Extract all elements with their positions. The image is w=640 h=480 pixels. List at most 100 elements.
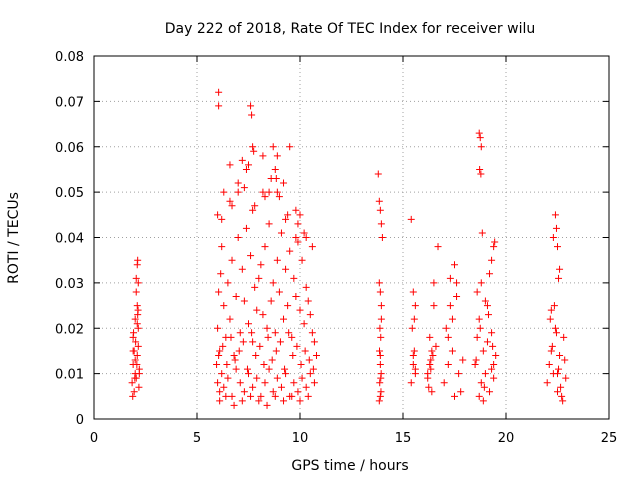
data-point xyxy=(261,379,268,386)
data-point xyxy=(476,166,483,173)
y-tick-label: 0 xyxy=(76,413,84,428)
data-point xyxy=(428,347,435,354)
data-point xyxy=(218,216,225,223)
data-point xyxy=(266,366,273,373)
data-point xyxy=(490,243,497,250)
data-point xyxy=(459,357,466,364)
data-point xyxy=(215,102,222,109)
data-point xyxy=(445,361,452,368)
data-point xyxy=(377,334,384,341)
data-point xyxy=(270,143,277,150)
data-point xyxy=(447,275,454,282)
data-point xyxy=(472,361,479,368)
data-point xyxy=(299,257,306,264)
data-point xyxy=(376,347,383,354)
data-point xyxy=(284,302,291,309)
data-point xyxy=(292,207,299,214)
data-point xyxy=(441,379,448,386)
data-point xyxy=(485,311,492,318)
data-point xyxy=(377,352,384,359)
data-point xyxy=(259,311,266,318)
data-point xyxy=(261,243,268,250)
data-point xyxy=(377,393,384,400)
data-point xyxy=(248,111,255,118)
data-point xyxy=(426,361,433,368)
data-point xyxy=(130,329,137,336)
data-point xyxy=(237,379,244,386)
data-point xyxy=(297,211,304,218)
data-point xyxy=(451,261,458,268)
data-point xyxy=(313,352,320,359)
data-point xyxy=(215,89,222,96)
data-point xyxy=(218,243,225,250)
data-point xyxy=(227,334,234,341)
data-point xyxy=(379,234,386,241)
data-point xyxy=(301,320,308,327)
data-point xyxy=(376,397,383,404)
data-point xyxy=(251,284,258,291)
data-point xyxy=(306,357,313,364)
plot-frame xyxy=(94,56,609,419)
data-point xyxy=(478,279,485,286)
x-axis-label: GPS time / hours xyxy=(291,458,408,474)
data-point xyxy=(430,279,437,286)
data-point xyxy=(239,397,246,404)
data-point xyxy=(244,366,251,373)
data-point xyxy=(411,347,418,354)
data-point xyxy=(282,370,289,377)
data-point xyxy=(377,375,384,382)
y-tick-label: 0.07 xyxy=(55,95,84,110)
y-tick-label: 0.04 xyxy=(55,232,84,247)
chart-title: Day 222 of 2018, Rate Of TEC Index for r… xyxy=(165,21,535,37)
data-point xyxy=(552,325,559,332)
data-point xyxy=(548,307,555,314)
data-point xyxy=(408,379,415,386)
data-point xyxy=(425,384,432,391)
data-point xyxy=(561,357,568,364)
data-point xyxy=(220,384,227,391)
data-point xyxy=(435,243,442,250)
data-point xyxy=(233,293,240,300)
data-point xyxy=(554,388,561,395)
data-point xyxy=(134,257,141,264)
data-point xyxy=(281,366,288,373)
data-point xyxy=(215,352,222,359)
data-point xyxy=(410,288,417,295)
data-point xyxy=(264,325,271,332)
data-point xyxy=(377,288,384,295)
data-point xyxy=(247,102,254,109)
data-point xyxy=(481,384,488,391)
data-point xyxy=(449,347,456,354)
data-point xyxy=(309,243,316,250)
data-point xyxy=(240,338,247,345)
data-point xyxy=(236,347,243,354)
x-tick-labels: 0 5 10 15 20 25 xyxy=(90,431,617,446)
data-point xyxy=(222,393,229,400)
data-point xyxy=(554,243,561,250)
y-tick-label: 0.05 xyxy=(55,186,84,201)
data-point xyxy=(477,134,484,141)
data-point xyxy=(231,402,238,409)
data-point xyxy=(453,279,460,286)
data-point xyxy=(447,302,454,309)
data-point xyxy=(280,316,287,323)
data-point xyxy=(216,397,223,404)
data-point xyxy=(549,343,556,350)
data-point xyxy=(427,366,434,373)
data-point xyxy=(229,393,236,400)
data-point xyxy=(280,180,287,187)
data-point xyxy=(265,334,272,341)
data-point xyxy=(241,184,248,191)
data-point xyxy=(557,384,564,391)
data-point xyxy=(377,361,384,368)
data-point xyxy=(129,393,136,400)
data-point xyxy=(298,361,305,368)
data-point xyxy=(478,143,485,150)
data-point xyxy=(278,384,285,391)
data-point xyxy=(476,130,483,137)
data-point xyxy=(257,261,264,268)
data-point xyxy=(408,216,415,223)
data-point xyxy=(445,334,452,341)
data-point xyxy=(477,170,484,177)
data-point xyxy=(457,388,464,395)
